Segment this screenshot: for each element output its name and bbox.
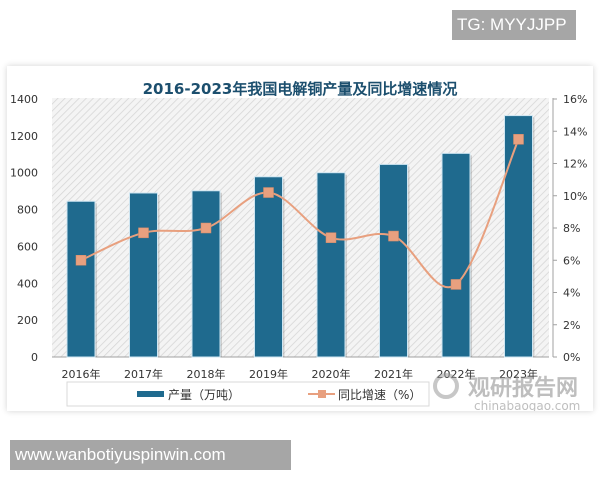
- line-series: [75, 134, 524, 290]
- left-tick-label: 1000: [10, 167, 38, 180]
- x-tick-label: 2021年: [374, 367, 413, 381]
- left-tick-label: 1400: [10, 93, 38, 106]
- brand-cn: 观研报告网: [468, 376, 578, 401]
- tg-watermark: TG: MYYJJPP: [452, 10, 576, 40]
- x-tick-label: 2017年: [124, 367, 163, 381]
- left-tick-label: 0: [31, 351, 38, 364]
- left-tick-label: 200: [17, 314, 38, 327]
- x-tick-label: 2022年: [437, 367, 476, 381]
- line-marker: [75, 255, 87, 266]
- right-tick-label: 6%: [563, 254, 580, 267]
- legend-bar-swatch: [137, 391, 164, 397]
- legend-bar-label: 产量（万吨）: [168, 388, 240, 402]
- bar: [316, 172, 346, 358]
- left-tick-label: 1200: [10, 130, 38, 143]
- bar: [254, 176, 283, 358]
- left-axis: 0 200 400 600 800 1000 1200 1400: [10, 93, 38, 364]
- combo-chart: 2016-2023年我国电解铜产量及同比增速情况 0 200 400 600 800 10…: [10, 80, 587, 413]
- right-axis: 0% 2% 4% 6% 8% 10% 12% 14% 16%: [553, 93, 587, 364]
- plot-area: [52, 98, 549, 357]
- x-tick-label: 2016年: [62, 367, 101, 381]
- brand-url: chinabaogao.com: [474, 399, 580, 411]
- legend-item-bar: 产量（万吨）: [137, 388, 240, 402]
- bar: [379, 163, 408, 358]
- url-watermark: www.wanbotiyuspinwin.com: [10, 440, 291, 470]
- x-tick-label: 2020年: [312, 367, 351, 381]
- line-marker: [263, 187, 274, 198]
- left-tick-label: 600: [17, 240, 38, 253]
- bar: [129, 192, 158, 358]
- watermark-brand: 观研报告网 chinabaogao.com: [433, 373, 580, 413]
- line-marker: [450, 279, 462, 290]
- bar: [66, 200, 96, 358]
- right-tick-label: 4%: [563, 287, 580, 300]
- bar-series: [66, 115, 535, 358]
- line-marker: [200, 222, 212, 234]
- chart-title: 2016-2023年我国电解铜产量及同比增速情况: [143, 80, 458, 98]
- left-tick-label: 800: [17, 204, 38, 217]
- legend: [66, 381, 430, 407]
- x-tick-label: 2018年: [187, 367, 226, 381]
- bar: [504, 115, 533, 358]
- right-tick-label: 12%: [563, 158, 587, 171]
- bar: [191, 190, 221, 358]
- line-marker: [325, 232, 337, 243]
- x-axis-labels: 2016年 2017年 2018年 2019年 2020年 2021年 2022年 2023年: [62, 367, 539, 381]
- right-tick-label: 0%: [563, 351, 580, 364]
- right-tick-label: 16%: [563, 93, 587, 106]
- line-marker: [388, 230, 399, 242]
- left-tick-label: 400: [17, 277, 38, 290]
- legend-item-line: 同比增速（%）: [308, 388, 421, 402]
- right-tick-label: 14%: [563, 125, 587, 138]
- line-marker: [138, 227, 149, 239]
- x-tick-label: 2023年: [499, 367, 538, 381]
- x-tick-label: 2019年: [249, 367, 288, 381]
- legend-line-marker: [318, 390, 326, 398]
- chart-card: 2016-2023年我国电解铜产量及同比增速情况 0 200 400 600 800 10…: [7, 66, 593, 413]
- bar: [441, 152, 471, 358]
- right-tick-label: 8%: [563, 222, 580, 235]
- right-tick-label: 10%: [563, 190, 587, 203]
- right-tick-label: 2%: [563, 319, 580, 332]
- legend-line-label: 同比增速（%）: [338, 388, 421, 402]
- line-marker: [513, 134, 524, 145]
